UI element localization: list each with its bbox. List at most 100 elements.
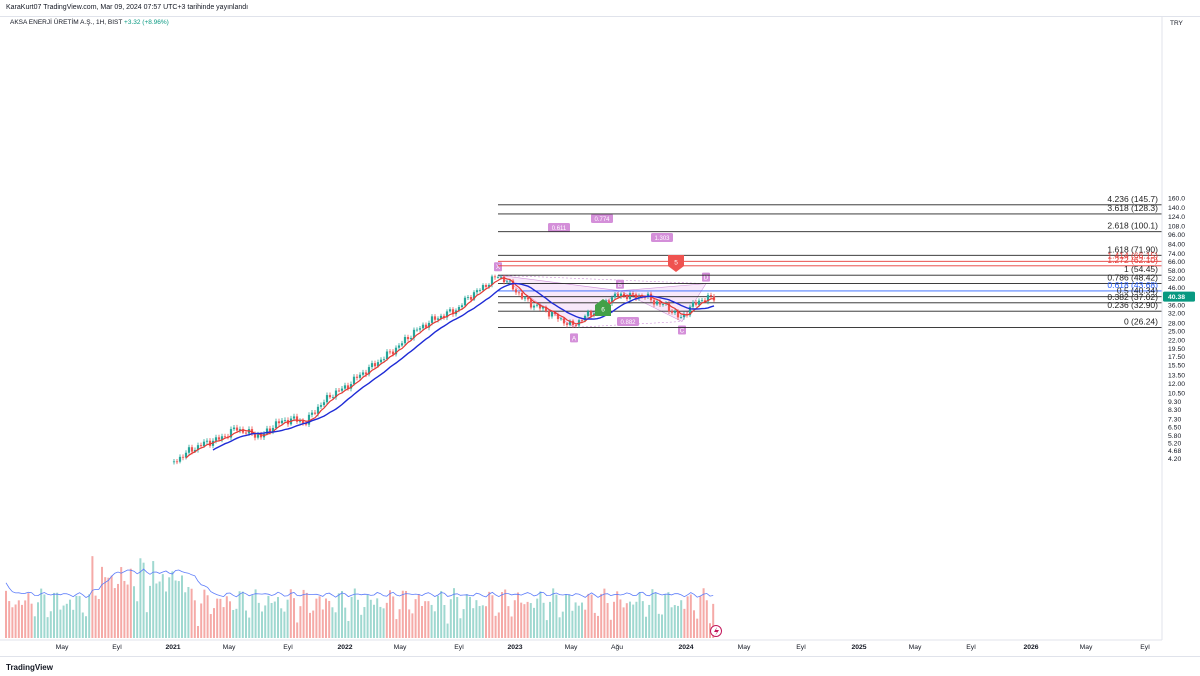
harmonic-point-badge — [494, 262, 502, 272]
candle-body — [385, 351, 389, 360]
volume-bar — [232, 610, 235, 638]
volume-bar — [123, 580, 126, 638]
candle-body — [553, 312, 557, 315]
signal-label: 5 — [674, 260, 678, 267]
volume-bar — [78, 596, 81, 638]
time-tick: May — [394, 644, 407, 651]
candle-body — [556, 314, 560, 320]
volume-bar — [104, 577, 107, 638]
volume-bar — [593, 612, 596, 638]
time-tick: May — [738, 644, 751, 651]
candle-body — [430, 316, 434, 323]
price-tick: 108.0 — [1168, 224, 1185, 231]
candle-body — [673, 311, 677, 313]
volume-bar — [197, 625, 199, 638]
volume-bar — [206, 595, 209, 638]
tradingview-logo[interactable]: TradingView — [6, 663, 53, 672]
volume-bar — [712, 603, 715, 638]
candle-body — [223, 436, 227, 438]
candle-body — [334, 390, 338, 398]
candle-body — [610, 297, 614, 304]
candle-body — [490, 276, 494, 285]
volume-bars — [5, 556, 715, 638]
candle-body — [238, 429, 242, 431]
candle-body — [214, 437, 218, 441]
volume-bar — [661, 614, 663, 638]
volume-bar — [523, 604, 526, 638]
volume-bar — [417, 594, 420, 638]
candle-body — [667, 303, 671, 312]
volume-bar — [40, 588, 43, 638]
candle-body — [412, 329, 416, 338]
volume-bar — [619, 599, 622, 638]
publish-info: KaraKurt07 TradingView.com, Mar 09, 2024… — [6, 4, 249, 11]
candle-body — [709, 295, 713, 297]
buy-signal-marker — [595, 299, 611, 316]
candle-body — [688, 306, 692, 316]
harmonic-ratio-badge — [617, 317, 639, 326]
volume-bar — [168, 577, 171, 638]
volume-bar — [622, 607, 625, 638]
volume-bar — [65, 603, 68, 638]
volume-bar — [75, 595, 78, 638]
symbol-legend: AKSA ENERJİ ÜRETİM A.Ş., 1H, BIST +3.32 … — [10, 19, 169, 26]
volume-bar — [139, 558, 142, 638]
volume-bar — [27, 593, 30, 638]
harmonic-ratio-label: 0.611 — [552, 226, 567, 232]
time-tick: Eyl — [796, 644, 806, 651]
time-tick: Eyl — [454, 644, 464, 651]
volume-bar — [293, 598, 295, 638]
candle-body — [532, 305, 536, 308]
volume-bar — [337, 593, 340, 638]
volume-bar — [392, 596, 395, 638]
volume-bar — [696, 618, 699, 638]
candle-body — [694, 302, 698, 305]
volume-bar — [366, 594, 369, 638]
candle-body — [406, 337, 410, 340]
volume-bar — [321, 609, 324, 638]
symbol-name[interactable]: AKSA ENERJİ ÜRETİM A.Ş., 1H, BIST — [10, 19, 123, 26]
volume-bar — [625, 603, 628, 638]
candle-body — [274, 421, 278, 428]
volume-bar — [414, 599, 417, 638]
volume-bar — [481, 605, 484, 638]
fib-label: 0.382 (37.02) — [1107, 292, 1158, 302]
volume-bar — [385, 602, 388, 638]
harmonic-point-c: C — [680, 327, 685, 334]
candle-body — [481, 285, 485, 291]
candle-body — [475, 290, 479, 293]
volume-bar — [613, 601, 615, 638]
fib-label: 2.618 (100.1) — [1107, 221, 1158, 231]
volume-bar — [357, 599, 359, 638]
candle-body — [463, 297, 467, 306]
volume-bar — [536, 598, 539, 638]
volume-bar — [520, 602, 523, 638]
volume-bar — [257, 602, 260, 638]
volume-bar — [459, 618, 462, 638]
time-axis[interactable]: May Eyl 2021 May Eyl 2022 May Eyl 2023 May Ağu 2024… — [0, 639, 1162, 651]
volume-bar — [142, 562, 145, 638]
fib-label: 3.618 (128.3) — [1107, 203, 1158, 213]
price-axis[interactable]: 160.0 140.0 124.0 108.096.00 84.00 74.0066.00… — [1161, 16, 1195, 640]
volume-bar — [200, 603, 203, 638]
candle-body — [316, 406, 320, 414]
volume-bar — [91, 556, 94, 638]
volume-bar — [497, 612, 500, 638]
candle-body — [268, 428, 272, 432]
candle-body — [178, 456, 182, 462]
volume-bar — [248, 617, 251, 638]
volume-bar — [88, 594, 91, 638]
price-tick: 140.0 — [1168, 205, 1185, 212]
candle-body — [193, 450, 197, 452]
volume-bar — [561, 611, 564, 638]
volume-bar — [507, 606, 510, 638]
candle-body — [391, 351, 395, 355]
candle-body — [469, 297, 473, 300]
volume-bar — [190, 588, 193, 638]
price-tick: 5.20 — [1168, 441, 1181, 448]
volume-bar — [667, 592, 670, 638]
volume-bar — [17, 600, 20, 638]
time-tick: Eyl — [112, 644, 122, 651]
volume-bar — [216, 598, 219, 638]
